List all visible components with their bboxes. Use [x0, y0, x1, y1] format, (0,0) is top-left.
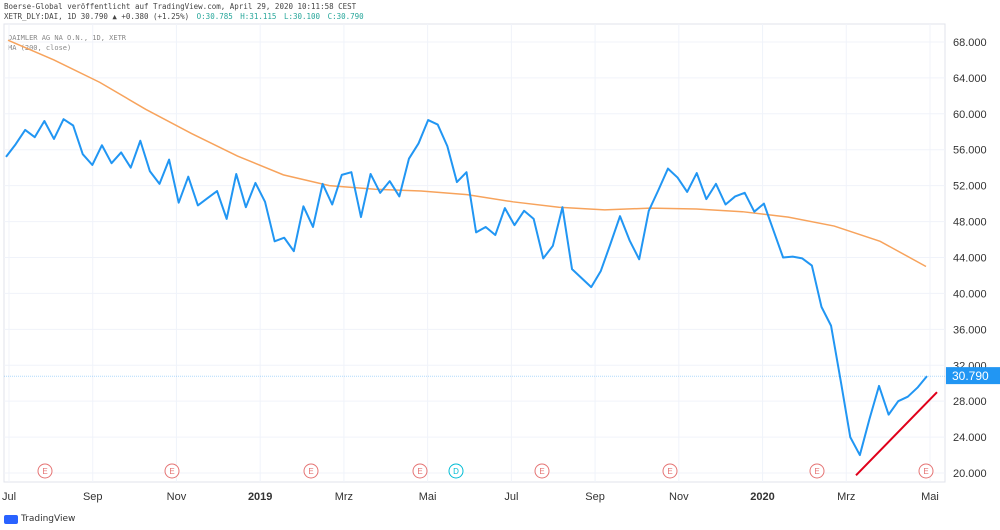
event-marker-label: D: [453, 467, 459, 476]
trendline: [855, 391, 938, 476]
event-marker-label: E: [923, 467, 928, 476]
x-tick-label: 2020: [750, 491, 774, 503]
tradingview-logo-icon: [4, 514, 18, 524]
legend-ma: MA (200, close): [8, 44, 72, 52]
y-tick-label: 20.000: [953, 468, 987, 480]
open-value: O:30.785: [196, 12, 233, 21]
event-marker: [37, 463, 53, 479]
y-tick-label: 44.000: [953, 252, 987, 264]
chart-legend: DAIMLER AG NA O.N., 1D, XETR MA (200, cl…: [8, 33, 126, 53]
x-tick-label: Mrz: [837, 491, 855, 503]
x-tick-label: Sep: [585, 491, 605, 503]
ma-200-line: [7, 39, 927, 268]
event-marker: [164, 463, 180, 479]
chart-grid: [3, 23, 946, 483]
legend-instrument: DAIMLER AG NA O.N., 1D, XETR: [8, 34, 127, 42]
event-marker: [809, 463, 825, 479]
event-marker-label: E: [169, 467, 174, 476]
x-tick-label: Mai: [921, 491, 939, 503]
moving-average-layer: [7, 39, 927, 268]
footer-brand: TradingView: [4, 514, 75, 524]
y-tick-label: 68.000: [953, 37, 987, 49]
time-axis: Jul Sep Nov 2019 Mrz Mai Jul Sep Nov 2020 Mrz Mai: [2, 491, 939, 503]
x-tick-label: Nov: [669, 491, 689, 503]
event-marker-label: E: [667, 467, 672, 476]
event-marker-label: E: [308, 467, 313, 476]
brand-name: TradingView: [21, 514, 76, 524]
x-tick-label: Mrz: [335, 491, 353, 503]
x-tick-label: Jul: [2, 491, 16, 503]
y-tick-label: 52.000: [953, 181, 987, 193]
publish-info: Boerse-Global veröffentlicht auf Trading…: [4, 2, 357, 11]
y-tick-label: 56.000: [953, 145, 987, 157]
chart-header: Boerse-Global veröffentlicht auf Trading…: [4, 2, 367, 22]
symbol-info: XETR_DLY:DAI, 1D 30.790 ▲ +0.380 (+1.25%…: [4, 12, 190, 21]
x-tick-label: Mai: [419, 491, 437, 503]
x-tick-label: Sep: [83, 491, 103, 503]
event-marker: [448, 463, 464, 479]
plot-frame: [3, 23, 946, 483]
y-tick-label: 64.000: [953, 73, 987, 85]
price-line-layer: [5, 118, 928, 457]
event-marker-label: E: [539, 467, 544, 476]
high-value: H:31.115: [240, 12, 277, 21]
y-tick-label: 60.000: [953, 109, 987, 121]
event-marker: [412, 463, 428, 479]
event-marker-label: E: [417, 467, 422, 476]
event-marker-label: E: [42, 467, 47, 476]
y-tick-label: 40.000: [953, 288, 987, 300]
last-price-label: 30.790: [952, 369, 989, 383]
event-marker: [303, 463, 319, 479]
x-tick-label: Jul: [504, 491, 518, 503]
event-marker-label: E: [814, 467, 819, 476]
close-value: C:30.790: [327, 12, 364, 21]
x-tick-label: 2019: [248, 491, 272, 503]
y-tick-label: 28.000: [953, 396, 987, 408]
price-line: [5, 118, 928, 457]
symbol-row: XETR_DLY:DAI, 1D 30.790 ▲ +0.380 (+1.25%…: [4, 12, 367, 22]
event-marker: [918, 463, 934, 479]
event-marker: [534, 463, 550, 479]
y-tick-label: 24.000: [953, 432, 987, 444]
last-price-tag: [946, 367, 1000, 385]
price-axis: 20.00024.00028.00032.00036.00040.00044.0…: [946, 37, 1000, 480]
trendline-layer: [855, 391, 938, 476]
event-marker: [662, 463, 678, 479]
low-value: L:30.100: [283, 12, 321, 21]
y-tick-label: 36.000: [953, 324, 987, 336]
y-tick-label: 48.000: [953, 217, 987, 229]
x-tick-label: Nov: [167, 491, 187, 503]
